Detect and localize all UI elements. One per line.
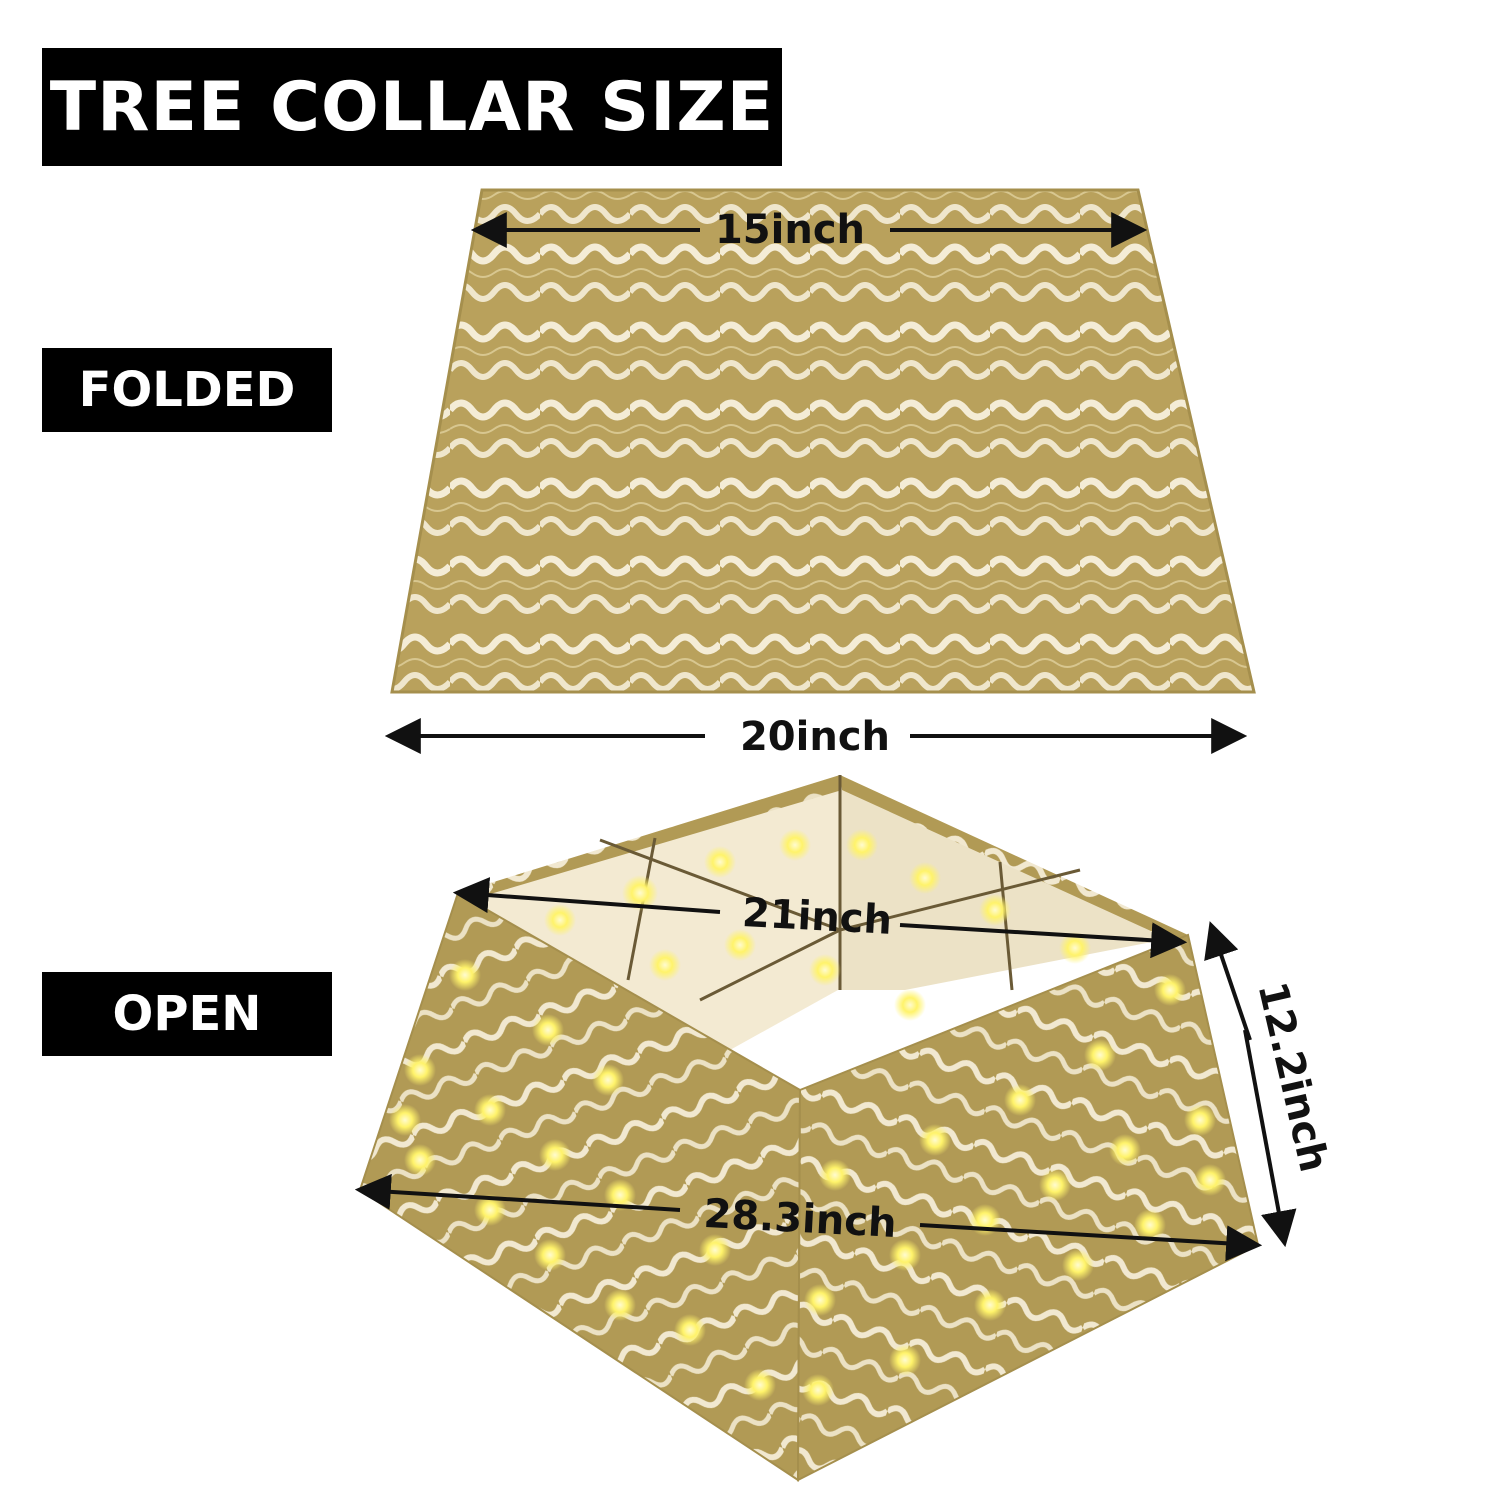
folded-label: FOLDED [42,348,332,432]
tree-trunk-opening [735,990,900,1090]
folded-top-dimension: 15inch [715,207,865,253]
folded-collar-panel [390,188,1256,694]
open-height-arrow-bottom [1243,1029,1297,1248]
open-top-arrow-right [899,922,1188,959]
open-top-arrow-left [452,877,721,914]
open-bottom-dimension: 28.3inch [702,1191,897,1247]
title-banner: TREE COLLAR SIZE [42,48,782,166]
folded-bottom-dimension: 20inch [740,714,890,760]
open-height-dimension: 12.2inch [1249,978,1337,1176]
open-label: OPEN [42,972,332,1056]
wire-frame [599,775,1081,1002]
open-bottom-arrow-left [354,1173,681,1212]
open-collar-inner-back-left [458,775,840,1050]
open-top-dimension: 21inch [741,890,893,944]
open-height-arrow-top [1204,921,1252,1041]
open-bottom-arrow-right [919,1223,1263,1262]
open-collar-top-rim-right [840,775,1188,942]
open-collar-top-rim-left [458,775,842,900]
led-lights [389,829,1226,1406]
